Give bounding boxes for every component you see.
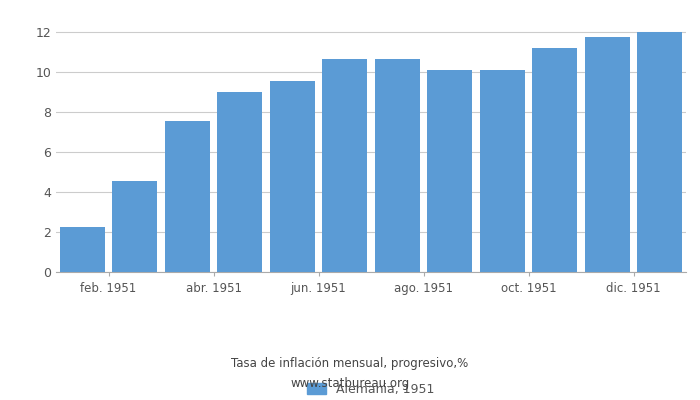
Bar (480, 70, 524, 272)
Bar (585, 37, 629, 272)
Bar (60, 227, 104, 272)
Bar (533, 48, 577, 272)
Text: Tasa de inflación mensual, progresivo,%: Tasa de inflación mensual, progresivo,% (232, 358, 468, 370)
Bar (113, 181, 157, 272)
Bar (375, 59, 419, 272)
Text: www.statbureau.org: www.statbureau.org (290, 378, 410, 390)
Bar (218, 92, 262, 272)
Legend: Alemania, 1951: Alemania, 1951 (302, 378, 440, 400)
Bar (428, 70, 472, 272)
Bar (323, 59, 367, 272)
Bar (638, 32, 682, 272)
Bar (165, 121, 209, 272)
Bar (270, 81, 314, 272)
